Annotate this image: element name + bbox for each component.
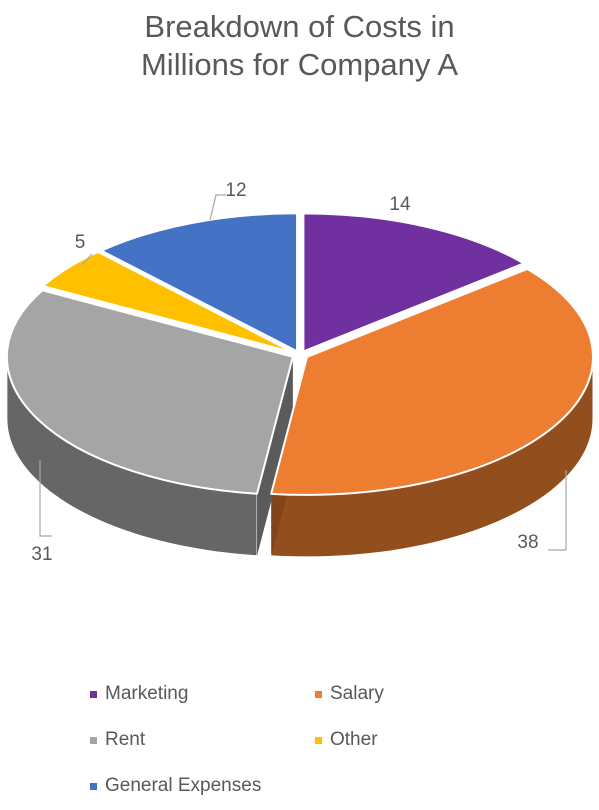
chart-title-line-2: Millions for Company A bbox=[140, 47, 458, 82]
pie-chart: 14 38 31 5 12 bbox=[5, 180, 594, 565]
legend-item-general-expenses: General Expenses bbox=[90, 772, 261, 800]
legend-label: General Expenses bbox=[105, 775, 262, 796]
legend-item-other: Other bbox=[315, 726, 378, 754]
pie-slice-salary bbox=[270, 267, 594, 496]
chart-title: Breakdown of Costs in Millions for Compa… bbox=[0, 8, 599, 84]
data-label-general-expenses: 12 bbox=[225, 180, 246, 201]
data-label-rent: 31 bbox=[31, 544, 52, 565]
pie-slice-general-expenses bbox=[100, 212, 299, 353]
legend-swatch bbox=[90, 690, 97, 698]
legend-label: Other bbox=[330, 729, 378, 750]
legend-label: Salary bbox=[330, 683, 384, 704]
pie-slice-other bbox=[42, 250, 295, 354]
chart-title-line-1: Breakdown of Costs in bbox=[144, 9, 455, 44]
legend-swatch bbox=[315, 690, 322, 698]
leader-line-other bbox=[81, 253, 93, 266]
legend-label: Marketing bbox=[105, 683, 189, 704]
pie-data-labels: 14 38 31 5 12 bbox=[31, 180, 567, 565]
pie-top-faces bbox=[5, 212, 594, 496]
legend-item-rent: Rent bbox=[90, 726, 145, 754]
data-label-marketing: 14 bbox=[389, 194, 411, 215]
legend-item-marketing: Marketing bbox=[90, 680, 188, 708]
legend-item-salary: Salary bbox=[315, 680, 384, 708]
legend-swatch bbox=[90, 782, 97, 790]
pie-slice-rent bbox=[5, 289, 294, 495]
leader-line-general-expenses bbox=[209, 194, 226, 221]
data-label-other: 5 bbox=[75, 232, 86, 253]
pie-slice-marketing bbox=[302, 212, 525, 353]
data-label-salary: 38 bbox=[517, 532, 538, 553]
pie-cut-face bbox=[257, 356, 293, 556]
legend-swatch bbox=[315, 736, 322, 744]
leader-line-salary bbox=[548, 470, 567, 551]
legend-swatch bbox=[90, 736, 97, 744]
leader-line-rent bbox=[39, 460, 52, 537]
legend-label: Rent bbox=[105, 729, 146, 750]
